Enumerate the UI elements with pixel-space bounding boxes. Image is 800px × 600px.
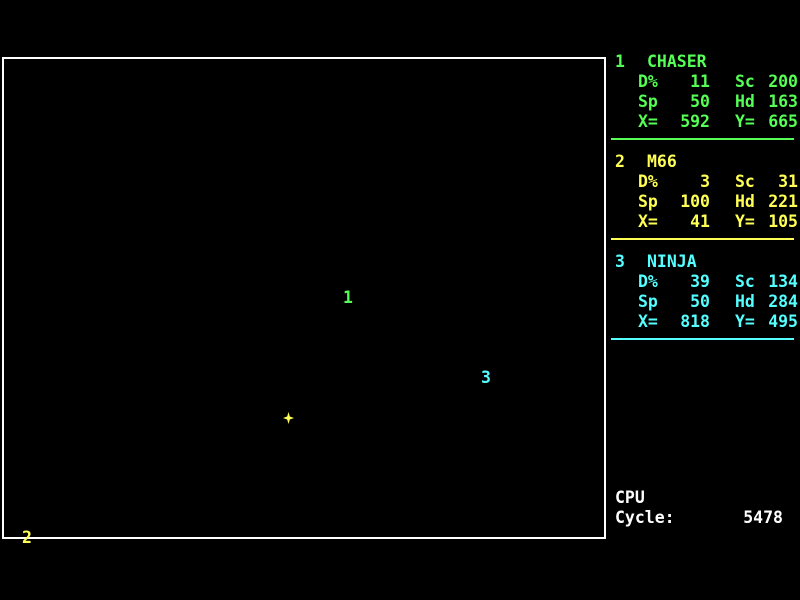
cpu-cycle-label: Cycle: — [615, 508, 675, 527]
stat-row-damage-scan: D% 3 Sc 31 — [615, 172, 798, 192]
robot-number: 1 — [615, 52, 625, 71]
stat-row-position: X= 41 Y= 105 — [615, 212, 798, 232]
heading-value: 221 — [768, 192, 798, 211]
damage-label: D% — [638, 72, 658, 91]
stat-row-speed-heading: Sp 100 Hd 221 — [615, 192, 798, 212]
speed-label: Sp — [638, 92, 658, 111]
robot-marker-2: 2 — [22, 528, 32, 547]
heading-value: 284 — [768, 292, 798, 311]
x-value: 592 — [680, 112, 710, 131]
stat-row-speed-heading: Sp 50 Hd 284 — [615, 292, 798, 312]
robot-panel-m66: 2 M66 D% 3 Sc 31 Sp 100 Hd 221 X= 41 Y= … — [611, 152, 798, 252]
damage-label: D% — [638, 272, 658, 291]
speed-value: 100 — [680, 192, 710, 211]
y-label: Y= — [735, 312, 755, 331]
damage-value: 11 — [690, 72, 710, 91]
x-label: X= — [638, 312, 658, 331]
robot-name: NINJA — [647, 252, 697, 271]
speed-value: 50 — [690, 292, 710, 311]
robot-panel-chaser: 1 CHASER D% 11 Sc 200 Sp 50 Hd 163 X= 59… — [611, 52, 798, 152]
damage-value: 39 — [690, 272, 710, 291]
robot-panel-ninja: 3 NINJA D% 39 Sc 134 Sp 50 Hd 284 X= 818… — [611, 252, 798, 352]
cpu-cycle-value: 5478 — [743, 508, 783, 527]
missile-star-icon — [283, 412, 294, 424]
separator-line — [611, 338, 794, 340]
robot-marker-3: 3 — [481, 368, 491, 387]
speed-value: 50 — [690, 92, 710, 111]
stats-sidebar: 1 CHASER D% 11 Sc 200 Sp 50 Hd 163 X= 59… — [611, 0, 798, 600]
stat-row-position: X= 818 Y= 495 — [615, 312, 798, 332]
y-label: Y= — [735, 112, 755, 131]
scan-value: 31 — [778, 172, 798, 191]
heading-label: Hd — [735, 192, 755, 211]
robot-name: CHASER — [647, 52, 707, 71]
x-label: X= — [638, 212, 658, 231]
x-value: 818 — [680, 312, 710, 331]
robot-number: 2 — [615, 152, 625, 171]
x-value: 41 — [690, 212, 710, 231]
scan-value: 134 — [768, 272, 798, 291]
y-value: 665 — [768, 112, 798, 131]
scan-value: 200 — [768, 72, 798, 91]
y-value: 495 — [768, 312, 798, 331]
heading-label: Hd — [735, 92, 755, 111]
scan-label: Sc — [735, 272, 755, 291]
battle-arena: 1 3 2 — [2, 57, 606, 547]
speed-label: Sp — [638, 292, 658, 311]
stat-row-damage-scan: D% 39 Sc 134 — [615, 272, 798, 292]
stat-row-damage-scan: D% 11 Sc 200 — [615, 72, 798, 92]
stat-row-speed-heading: Sp 50 Hd 163 — [615, 92, 798, 112]
separator-line — [611, 238, 794, 240]
cpu-cycle-row: Cycle: 5478 — [615, 508, 783, 528]
cpu-label: CPU — [615, 488, 645, 507]
heading-value: 163 — [768, 92, 798, 111]
stat-row-position: X= 592 Y= 665 — [615, 112, 798, 132]
robot-number: 3 — [615, 252, 625, 271]
damage-value: 3 — [700, 172, 710, 191]
y-label: Y= — [735, 212, 755, 231]
x-label: X= — [638, 112, 658, 131]
damage-label: D% — [638, 172, 658, 191]
heading-label: Hd — [735, 292, 755, 311]
robot-name: M66 — [647, 152, 677, 171]
speed-label: Sp — [638, 192, 658, 211]
separator-line — [611, 138, 794, 140]
scan-label: Sc — [735, 72, 755, 91]
y-value: 105 — [768, 212, 798, 231]
scan-label: Sc — [735, 172, 755, 191]
robot-marker-1: 1 — [343, 288, 353, 307]
